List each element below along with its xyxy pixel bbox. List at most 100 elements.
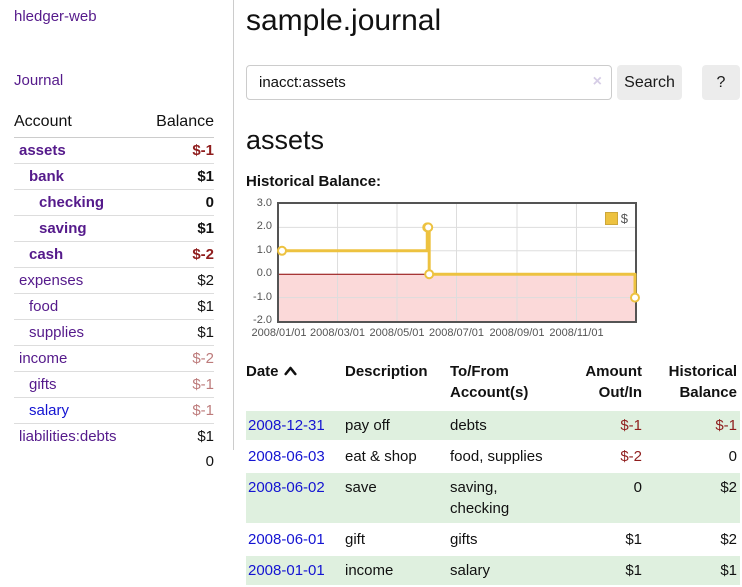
txn-balance: $2 [644,473,740,523]
txn-date-link[interactable]: 2008-12-31 [248,417,325,434]
sidebar-account-checking[interactable]: checking [39,194,105,211]
account-balance: $-1 [192,142,214,159]
x-axis-tick-label: 2008/01/01 [251,327,307,339]
legend-label: $ [620,211,628,226]
sidebar-item-journal[interactable]: Journal [14,72,64,89]
account-name-cell: income [14,345,142,372]
account-name-cell: liabilities:debts [14,423,142,449]
main-content: sample.journal × Search ? assets Histori… [246,0,742,587]
y-axis-tick-label: 3.0 [256,197,272,209]
account-name-cell: salary [14,397,142,424]
txn-date-link[interactable]: 2008-06-01 [248,531,325,548]
account-balance: $1 [141,215,214,242]
txn-header-accounts: To/From Account(s) [450,363,529,401]
search-input[interactable] [246,65,612,100]
account-row: supplies $1 [14,319,214,346]
clear-search-icon[interactable]: × [592,73,602,90]
txn-header-amount: Amount Out/In [585,363,642,401]
account-name-cell: supplies [14,319,142,346]
account-balance: $-1 [141,397,214,424]
table-row: 2008-06-01 gift gifts $1 $2 [246,525,740,554]
account-balance: $1 [141,293,214,320]
account-balance: $-1 [141,371,214,398]
account-balance: $2 [141,267,214,294]
chart-heading: Historical Balance: [246,173,382,190]
txn-date-cell: 2008-06-01 [246,525,345,554]
txn-description: save [345,473,450,523]
sidebar-account-saving[interactable]: saving [39,220,87,237]
sidebar-account-salary[interactable]: salary [29,402,70,419]
x-axis-tick-label: 2008/05/01 [369,327,425,339]
account-row: income $-2 [14,345,214,372]
account-row: expenses $2 [14,267,214,294]
sidebar: hledger-web Journal Account Balance asse… [0,0,233,474]
txn-description: eat & shop [345,448,417,465]
chart-plot-area: $ [277,202,640,323]
y-axis-tick-label: -2.0 [253,314,272,326]
search-button[interactable]: Search [617,65,682,100]
txn-accounts: debts [450,411,562,440]
account-name-cell: assets [14,138,142,164]
txn-amount: $1 [625,531,642,548]
accounts-header-balance: Balance [141,110,214,138]
x-axis-tick-label: 2008/03/01 [309,327,366,339]
sidebar-account-cash[interactable]: cash [29,246,64,263]
txn-balance: $-1 [644,411,740,440]
txn-date-cell: 2008-01-01 [246,556,345,585]
table-row: 2008-06-03 eat & shop food, supplies $-2 0 [246,442,740,471]
sidebar-account-assets[interactable]: assets [19,142,66,159]
txn-accounts: gifts [450,531,478,548]
account-name-cell: gifts [14,371,142,398]
account-row: checking 0 [14,189,214,216]
account-balance: $1 [141,163,214,190]
historical-balance-chart: $ 3.0 2.0 1.0 0.0 -1.0 -2.0 2008/01/01 2008/03/… [246,197,666,342]
chart-legend: $ [602,210,630,227]
page-title: sample.journal [246,4,442,37]
transactions-table: Date Description To/From Account(s) Amou… [246,357,740,587]
help-button[interactable]: ? [702,65,740,100]
y-axis-tick-label: 2.0 [256,220,272,233]
y-axis-tick-label: -1.0 [253,290,272,303]
table-row: 2008-12-31 pay off debts $-1 $-1 [246,411,740,440]
account-row: gifts $-1 [14,371,214,398]
brand-link[interactable]: hledger-web [14,8,97,25]
sidebar-divider [233,0,234,450]
account-row: food $1 [14,293,214,320]
txn-date-link[interactable]: 2008-01-01 [248,562,325,579]
txn-accounts: saving, checking [450,473,562,523]
sidebar-account-liabilities-debts[interactable]: liabilities:debts [19,428,117,445]
txn-balance: $2 [720,531,737,548]
txn-date-link[interactable]: 2008-06-03 [248,448,325,465]
y-axis-tick-label: 0.0 [256,267,272,280]
sidebar-account-food[interactable]: food [29,298,59,315]
sidebar-account-expenses[interactable]: expenses [19,272,84,289]
x-axis-tick-label: 2008/11/01 [549,327,604,339]
txn-date-cell: 2008-06-03 [246,442,345,471]
txn-description: gift [345,531,366,548]
txn-amount: $-1 [562,411,644,440]
sidebar-account-income[interactable]: income [19,350,68,367]
accounts-total-value: 0 [205,453,214,470]
account-name-cell: bank [14,163,142,190]
txn-amount: 0 [562,473,644,523]
txn-accounts: salary [450,556,562,585]
txn-header-date[interactable]: Date [246,359,345,409]
txn-amount: $-2 [620,448,642,465]
section-title: assets [246,125,325,155]
account-row: bank $1 [14,163,214,190]
search-form: × Search ? [246,65,742,100]
table-row: 2008-01-01 income salary $1 $1 [246,556,740,585]
txn-date-link[interactable]: 2008-06-02 [248,479,325,496]
sidebar-account-gifts[interactable]: gifts [29,376,57,393]
txn-description: income [345,556,450,585]
sidebar-account-bank[interactable]: bank [29,168,65,185]
accounts-total-row: 0 [14,449,214,474]
account-row: cash $-2 [14,241,214,268]
account-row: saving $1 [14,215,214,242]
sidebar-account-supplies[interactable]: supplies [29,324,85,341]
account-row: liabilities:debts $1 [14,423,214,449]
account-balance: $1 [141,423,214,449]
account-name-cell: food [14,293,142,320]
legend-swatch-icon [604,212,618,225]
txn-header-balance: Historical Balance [668,363,737,401]
